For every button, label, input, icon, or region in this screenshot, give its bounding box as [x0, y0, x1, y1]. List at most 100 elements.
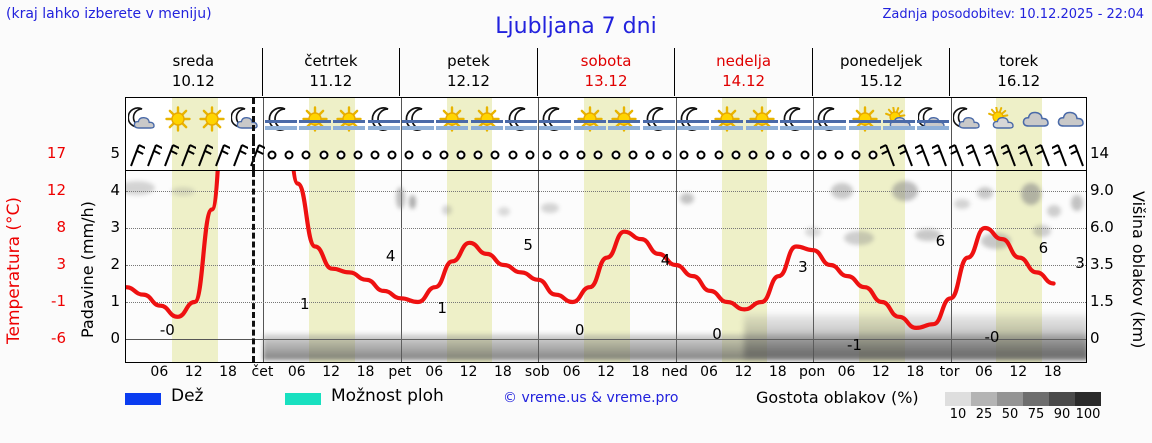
inversion-bar	[298, 126, 331, 130]
cloud-density-blob	[954, 199, 971, 209]
day-name: torek	[999, 52, 1039, 70]
inversion-bar	[505, 120, 538, 123]
x-tick-label: 06	[562, 364, 581, 380]
temperature-tick-label: 3	[56, 255, 66, 273]
temperature-axis-title: Temperatura (°C)	[4, 196, 24, 344]
inversion-bar	[642, 126, 675, 130]
x-tick-label: ned	[661, 364, 688, 380]
cloud-density-ramp-step	[971, 392, 997, 406]
day-date: 16.12	[997, 72, 1041, 90]
cloud-density-blob	[1020, 183, 1041, 205]
inversion-bar	[779, 126, 812, 130]
calm-wind-circle	[800, 150, 810, 160]
day-header-sobota: sobota 13.12	[536, 48, 675, 96]
inversion-bar	[402, 126, 435, 130]
inversion-bar	[883, 120, 916, 123]
precipitation-tick-label: 3	[110, 218, 120, 236]
calm-wind-circle	[508, 150, 518, 160]
showers-legend-swatch	[285, 393, 321, 405]
day-header-nedelja: nedelja 14.12	[674, 48, 812, 96]
temperature-point-label: 0	[712, 324, 722, 343]
inversion-bar	[676, 120, 709, 123]
precipitation-tick-label: 0	[110, 329, 120, 347]
daylight-band	[309, 140, 356, 170]
cloud-density-blob	[843, 231, 874, 245]
x-tick-label: 18	[494, 364, 512, 380]
inversion-bar	[470, 120, 503, 123]
day-header-row: sreda 10.12 četrtek 11.12 petek 12.12 sobota 13…	[125, 48, 1087, 96]
x-tick-label: čet	[251, 364, 274, 380]
cloud-density-blob	[830, 183, 853, 199]
temperature-point-label: 6	[1038, 239, 1049, 258]
daylight-band	[996, 140, 1043, 170]
location-menu-hint[interactable]: (kraj lahko izberete v meniju)	[6, 6, 212, 22]
cloud-density-blob	[497, 207, 510, 216]
inversion-bar	[573, 120, 606, 123]
daylight-band	[584, 140, 630, 170]
sun-icon	[199, 106, 225, 132]
cloud-density-ramp-step	[945, 392, 971, 406]
day-divider	[538, 140, 540, 170]
cloud-height-tick-label: 14	[1090, 144, 1110, 162]
temperature-point-label: 4	[385, 246, 396, 265]
cloud-density-blob	[408, 195, 416, 209]
x-tick-label: 06	[150, 364, 169, 380]
current-time-marker	[251, 140, 255, 170]
day-date: 15.12	[859, 72, 903, 90]
calm-wind-circle	[404, 150, 414, 160]
calm-wind-circle	[611, 150, 621, 160]
day-header-sreda: sreda 10.12	[125, 48, 262, 96]
day-name: nedelja	[716, 52, 772, 70]
current-time-marker	[251, 98, 255, 140]
inversion-bar	[642, 120, 675, 123]
copyright-credit[interactable]: © vreme.us & vreme.pro	[503, 390, 679, 406]
inversion-bar	[367, 120, 400, 123]
inversion-bar	[745, 120, 778, 123]
temperature-point-label: -1	[847, 335, 862, 354]
cloud-density-ramp-step	[1023, 392, 1049, 406]
inversion-bar	[711, 120, 744, 123]
showers-legend-label: Možnost ploh	[331, 386, 444, 406]
wind-band	[125, 140, 1087, 170]
inversion-bar	[883, 126, 916, 130]
wind-barb-icon	[983, 144, 999, 167]
inversion-bar	[367, 126, 400, 130]
horizontal-gridline	[126, 265, 1086, 266]
precipitation-tick-label: 5	[110, 144, 120, 162]
x-tick-label: 06	[287, 364, 306, 380]
day-divider	[263, 98, 265, 140]
x-tick-label: sob	[524, 364, 550, 380]
x-tick-label: pet	[388, 364, 412, 380]
precipitation-tick-label: 2	[110, 255, 120, 273]
x-tick-label: 12	[871, 364, 890, 380]
x-tick-label: 12	[597, 364, 615, 380]
calm-wind-circle	[765, 150, 775, 160]
horizontal-gridline	[126, 228, 1086, 229]
day-date: 14.12	[722, 72, 766, 90]
meteogram-plot: -01214150403-16-063	[125, 170, 1087, 363]
calm-wind-circle	[645, 150, 655, 160]
horizontal-gridline	[126, 302, 1086, 303]
cloud-density-ramp-step	[1049, 392, 1075, 406]
wind-barb-icon	[1035, 144, 1050, 167]
temperature-point-label: 1	[300, 294, 310, 313]
day-divider	[675, 140, 677, 170]
day-header-petek: petek 12.12	[399, 48, 537, 96]
temperature-tick-label: 12	[46, 181, 66, 199]
day-divider	[813, 98, 815, 140]
daylight-band	[171, 140, 218, 170]
temperature-tick-label: 17	[46, 144, 66, 162]
cloud-density-blob	[891, 181, 918, 201]
wind-barb-icon	[232, 144, 248, 167]
day-divider	[538, 98, 540, 140]
cloud-height-axis-title: Višina oblakov (km)	[1129, 191, 1148, 349]
inversion-bar	[333, 120, 366, 123]
current-time-marker	[251, 171, 255, 362]
day-name: ponedeljek	[839, 52, 923, 70]
low-cloud-band	[744, 314, 1086, 358]
temperature-point-label: 0	[574, 320, 585, 339]
inversion-bar	[402, 120, 435, 123]
x-tick-label: 18	[219, 364, 237, 380]
cloud-density-blob	[126, 181, 156, 195]
temperature-point-label: 4	[660, 250, 671, 269]
